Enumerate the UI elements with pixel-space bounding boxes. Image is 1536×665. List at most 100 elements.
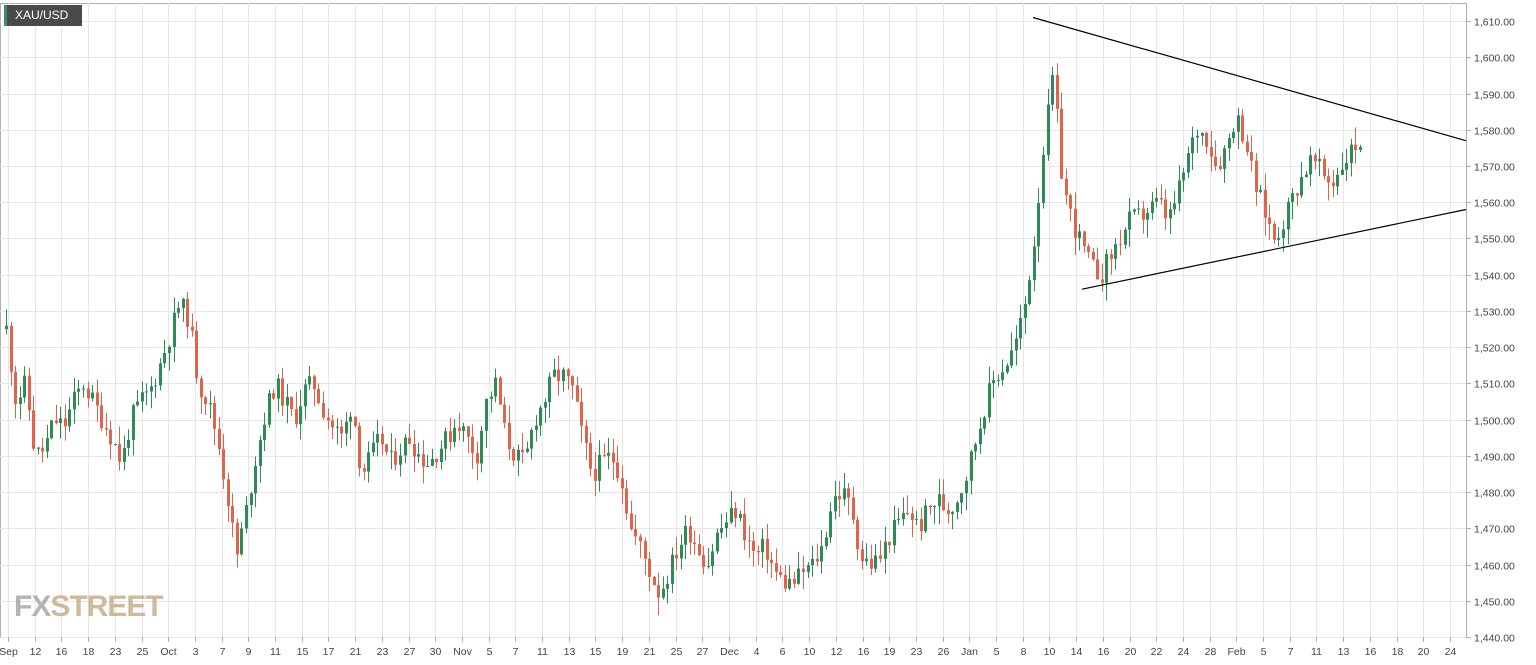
candle-body [1250, 151, 1253, 161]
plot-frame [0, 3, 1467, 638]
x-tick-label: 14 [1071, 646, 1083, 658]
candle-body [1305, 174, 1308, 178]
candle-body [843, 488, 846, 500]
candle-body [96, 392, 99, 406]
candle-body [367, 452, 370, 472]
candle-body [37, 447, 40, 449]
candle-body [653, 576, 656, 586]
x-tick-label: Nov [453, 646, 472, 658]
candle-body [820, 546, 823, 562]
candle-body [1056, 75, 1059, 109]
candle-body [580, 401, 583, 426]
candle-body [1228, 138, 1231, 149]
candle-body [521, 449, 524, 452]
candle-body [1327, 176, 1330, 183]
candle-body [77, 388, 80, 392]
candle-body [1341, 169, 1344, 175]
candle-body [1146, 212, 1149, 220]
candle-body [598, 454, 601, 481]
candle-body [154, 385, 157, 387]
candle-body [933, 506, 936, 508]
x-tick-label: 26 [938, 646, 950, 658]
candle-body [725, 522, 728, 529]
x-tick-label: 23 [377, 646, 389, 658]
candle-body [304, 384, 307, 407]
candle-body [988, 383, 991, 418]
x-tick-label: 28 [1205, 646, 1217, 658]
candle-body [127, 439, 130, 448]
candle-body [1105, 254, 1108, 283]
candle-body [1205, 132, 1208, 147]
candle-body [1015, 338, 1018, 351]
candle-body [621, 478, 624, 489]
y-tick-label: 1,550.00 [1474, 234, 1515, 246]
x-tick-label: 20 [1418, 646, 1430, 658]
candle-body [748, 540, 751, 542]
candle-body [1047, 104, 1050, 155]
x-tick-label: 27 [404, 646, 416, 658]
candle-body [1142, 208, 1145, 220]
y-tick-label: 1,610.00 [1474, 17, 1515, 29]
candle-body [1169, 209, 1172, 219]
x-tick-label: 18 [83, 646, 95, 658]
candle-body [177, 308, 180, 313]
candle-body [906, 513, 909, 515]
candle-body [1300, 177, 1303, 196]
candle-body [770, 559, 773, 564]
candle-body [603, 454, 606, 456]
x-tick-label: 11 [1311, 646, 1322, 658]
candle-body [91, 392, 94, 399]
candle-body [100, 405, 103, 428]
candle-body [123, 447, 126, 462]
candle-body [68, 409, 71, 427]
y-tick-label: 1,540.00 [1474, 271, 1515, 283]
candle-body [46, 438, 49, 452]
candle-body [250, 493, 253, 505]
candle-body [553, 369, 556, 377]
candle-body [435, 458, 438, 463]
candle-body [1259, 189, 1262, 192]
x-tick-label: Jan [961, 646, 978, 658]
x-tick-label: 7 [513, 646, 519, 658]
candle-body [381, 433, 384, 445]
candle-body [1119, 244, 1122, 246]
x-tick-label: 19 [617, 646, 629, 658]
y-tick-label: 1,520.00 [1474, 343, 1515, 355]
candle-body [757, 550, 760, 553]
y-tick-label: 1,510.00 [1474, 379, 1515, 391]
candle-body [1354, 144, 1357, 150]
candle-body [1101, 279, 1104, 283]
candle-body [19, 397, 22, 405]
candle-body [1255, 160, 1258, 192]
x-tick-label: 22 [1151, 646, 1163, 658]
x-tick-label: 5 [994, 646, 1000, 658]
candle-body [1178, 180, 1181, 204]
candle-body [218, 428, 221, 450]
candle-body [82, 388, 85, 390]
candle-body [254, 465, 257, 494]
x-tick-label: 10 [804, 646, 816, 658]
candle-body [929, 505, 932, 508]
candle-body [1345, 163, 1348, 170]
candle-body [1223, 148, 1226, 169]
candle-body [874, 555, 877, 569]
candle-body [1124, 229, 1127, 245]
candle-body [222, 449, 225, 480]
x-tick-label: 18 [1392, 646, 1404, 658]
candlestick-series [5, 63, 1362, 616]
candle-body [607, 452, 610, 456]
candle-body [730, 508, 733, 523]
x-tick-label: 21 [350, 646, 362, 658]
candle-body [331, 420, 334, 428]
candle-body [784, 575, 787, 589]
x-tick-label: 16 [1098, 646, 1110, 658]
candle-body [55, 420, 58, 423]
candle-body [1028, 280, 1031, 305]
candle-body [671, 554, 674, 584]
x-tick-label: 20 [1125, 646, 1137, 658]
candle-body [145, 391, 148, 393]
candle-body [779, 571, 782, 576]
candle-body [1264, 189, 1267, 218]
x-tick-label: Dec [720, 646, 739, 658]
candle-body [1087, 246, 1090, 252]
